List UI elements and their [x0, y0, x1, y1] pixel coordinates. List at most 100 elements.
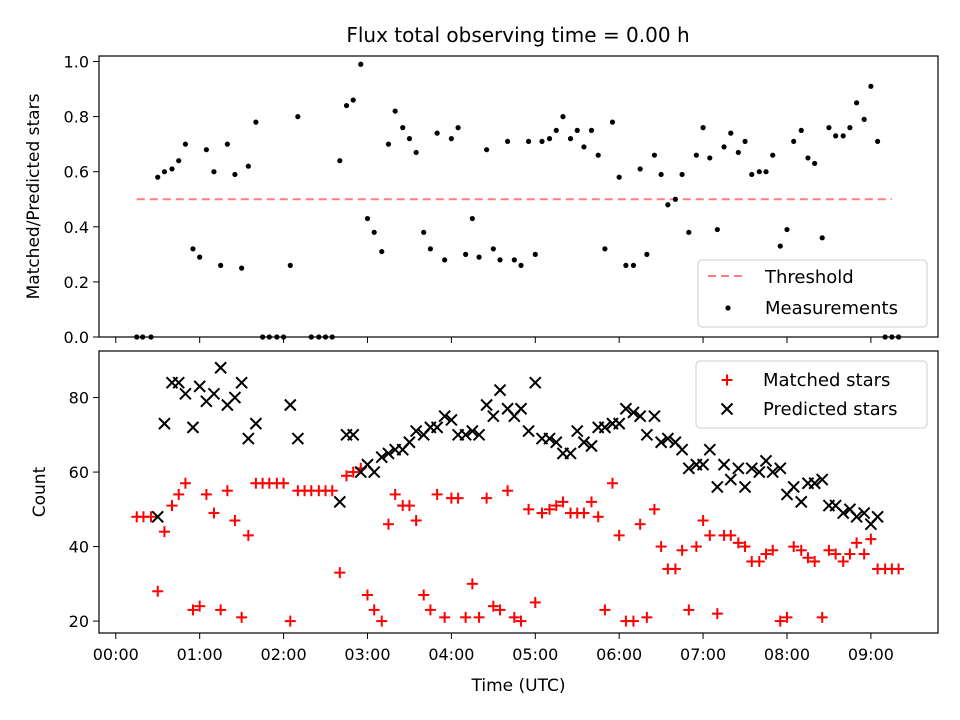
measurement-point: [770, 152, 776, 158]
matched-point: [648, 503, 660, 515]
x-b: [522, 424, 535, 438]
measurement-point: [371, 229, 377, 235]
y-tick-label: 0.0: [64, 328, 89, 347]
matched-point: [893, 563, 905, 575]
legend-box: [697, 259, 928, 328]
measurement-point: [455, 125, 461, 131]
measurement-point: [161, 169, 168, 175]
x-b: [654, 436, 668, 449]
measurement-point: [623, 262, 629, 268]
measurement-point: [287, 262, 293, 268]
matched-point: [466, 578, 478, 590]
predicted-point: [661, 432, 675, 445]
measurement-point: [413, 149, 419, 156]
measurement-point: [651, 152, 658, 158]
predicted-point: [158, 417, 171, 430]
measurement-point: [553, 127, 559, 133]
measurement-point: [819, 235, 825, 241]
x-b: [829, 499, 842, 512]
legend-matched-swatch: [721, 374, 733, 386]
x-b: [347, 428, 360, 442]
x-b: [720, 402, 734, 416]
matched-point: [334, 567, 346, 579]
measurement-point: [854, 100, 860, 106]
predicted-point: [787, 480, 800, 494]
matched-point: [158, 526, 170, 538]
measurement-point: [833, 133, 839, 139]
measurement-point: [826, 125, 832, 131]
predicted-point: [808, 477, 821, 490]
x-b: [571, 424, 584, 438]
y-axis-label: Matched/Predicted stars: [24, 93, 44, 299]
predicted-point: [571, 424, 584, 438]
matched-point: [851, 537, 863, 549]
x-b: [151, 510, 164, 523]
measurement-point: [343, 102, 350, 109]
matched-point: [515, 615, 527, 627]
x-b: [717, 458, 731, 471]
predicted-point: [438, 409, 451, 423]
matched-point: [166, 500, 178, 512]
legend-box: [695, 360, 928, 429]
y-tick-label: 60: [69, 463, 89, 482]
x-b: [430, 421, 444, 434]
x-b: [445, 413, 458, 427]
predicted-point: [409, 424, 423, 438]
measurement-point: [784, 226, 790, 233]
predicted-point: [487, 409, 500, 423]
matched-point: [152, 585, 164, 597]
matched-point: [389, 488, 401, 500]
x-b: [382, 447, 395, 460]
measurement-point: [463, 251, 469, 257]
predicted-point: [648, 409, 661, 423]
measurement-point: [756, 169, 762, 175]
matched-point: [599, 604, 611, 616]
x-b: [669, 436, 682, 449]
measurement-point: [406, 136, 413, 142]
predicted-point: [186, 421, 200, 434]
predicted-point: [753, 465, 766, 479]
x-b: [787, 480, 800, 494]
x-b: [472, 428, 486, 442]
predicted-point: [738, 480, 752, 494]
matched-point: [494, 604, 506, 616]
matched-point: [242, 529, 254, 541]
x-b: [808, 477, 821, 490]
matched-point: [410, 514, 422, 526]
measurement-point: [442, 257, 448, 263]
matched-point: [452, 492, 464, 504]
predicted-point: [585, 439, 598, 453]
measurement-point: [693, 152, 699, 158]
matched-point: [837, 555, 849, 567]
x-b: [850, 510, 863, 523]
x-b: [158, 417, 171, 430]
x-b: [172, 376, 185, 389]
matched-point: [361, 589, 373, 601]
measurement-point: [840, 133, 846, 139]
measurement-point: [574, 127, 580, 133]
measurement-point: [190, 246, 196, 252]
matched-point: [229, 514, 241, 526]
matched-point: [508, 611, 520, 623]
measurement-point: [609, 119, 616, 125]
measurement-point: [253, 119, 259, 125]
predicted-point: [207, 387, 221, 401]
measurement-point: [602, 246, 608, 252]
x-tick-label: 06:00: [596, 645, 642, 664]
matched-point: [704, 529, 716, 541]
x-b: [242, 432, 255, 445]
x-b: [361, 458, 374, 471]
x-b: [186, 421, 200, 434]
measurement-point: [169, 166, 175, 172]
x-b: [633, 409, 647, 423]
x-b: [724, 473, 737, 486]
matched-point: [585, 496, 597, 508]
matched-point: [326, 485, 338, 497]
x-tick-label: 07:00: [680, 645, 726, 664]
matched-point: [284, 615, 296, 627]
matched-point: [725, 529, 737, 541]
predicted-point: [612, 417, 626, 430]
x-b: [487, 409, 500, 423]
matched-point: [544, 503, 556, 515]
